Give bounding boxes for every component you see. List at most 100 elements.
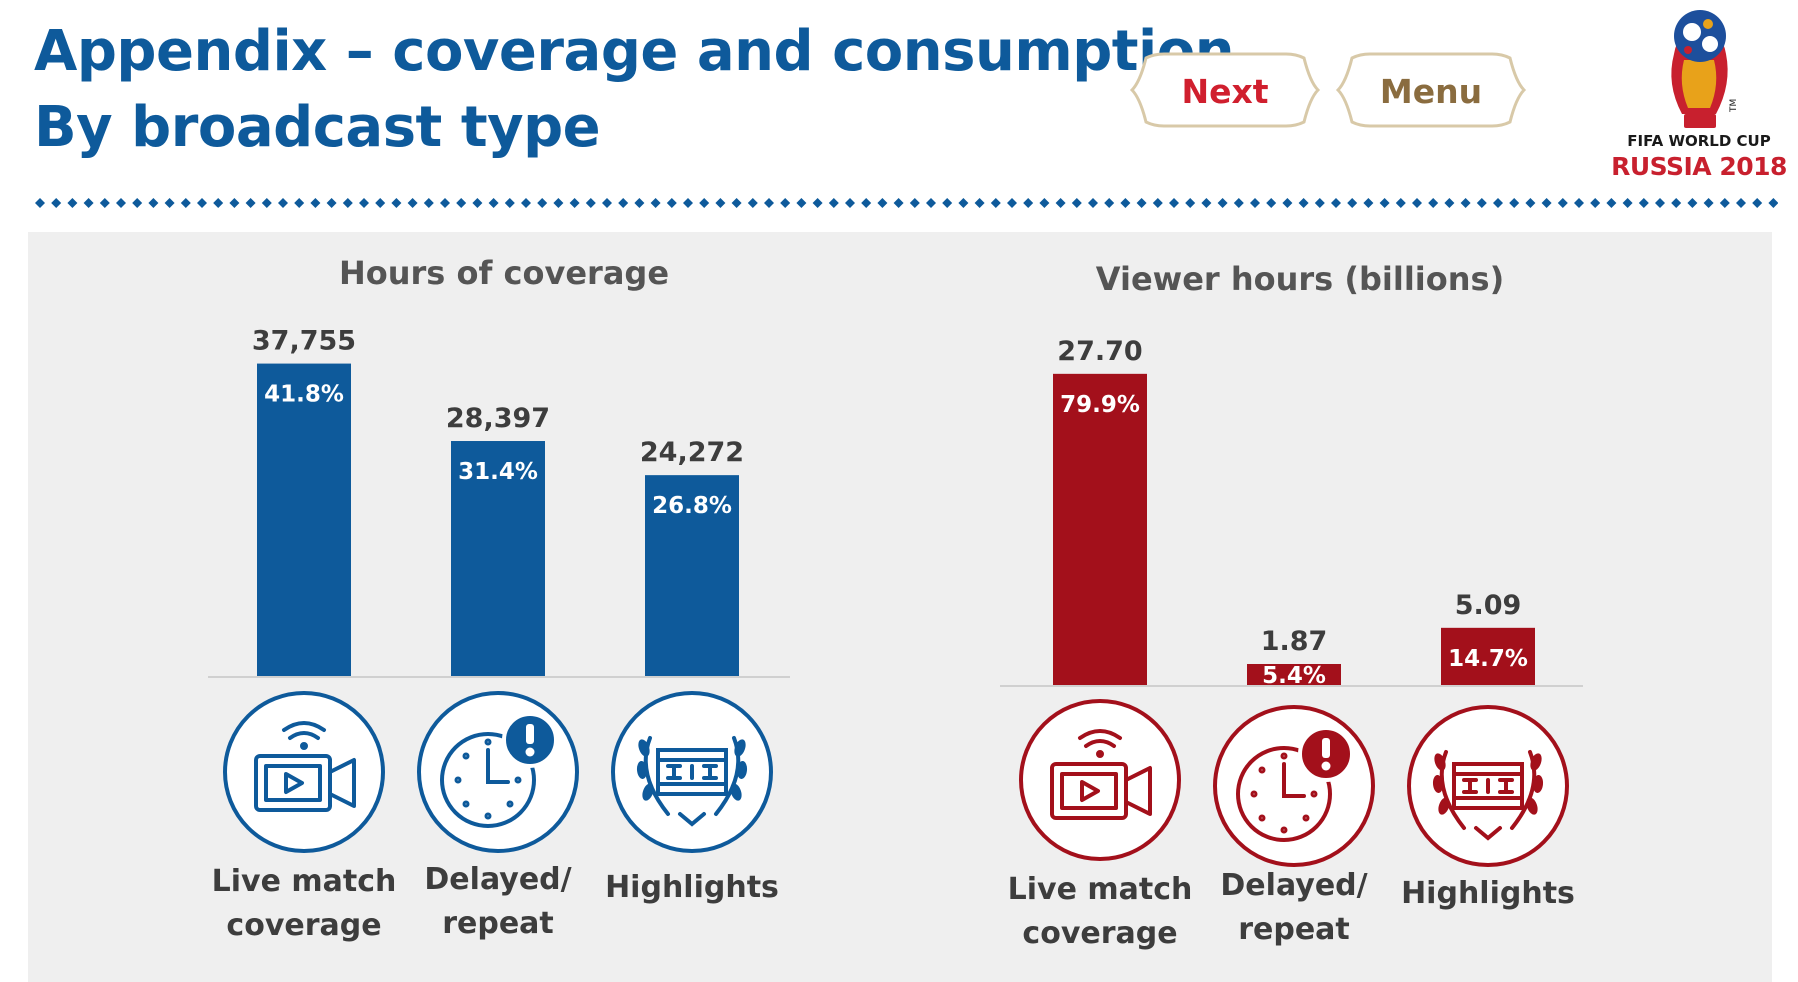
divider-diamond bbox=[1719, 198, 1730, 208]
divider-diamond bbox=[1525, 198, 1536, 208]
viewer-value-label: 5.09 bbox=[1455, 590, 1522, 621]
divider-diamond bbox=[1476, 198, 1487, 208]
divider-diamond bbox=[294, 198, 305, 208]
viewer-bar bbox=[1441, 627, 1535, 685]
logo-caption-top: FIFA WORLD CUP bbox=[1627, 132, 1771, 150]
divider-diamond bbox=[440, 198, 450, 208]
viewer-chart-title: Viewer hours (billions) bbox=[1096, 260, 1504, 298]
divider-diamond bbox=[845, 198, 855, 208]
divider-diamond bbox=[1574, 198, 1584, 208]
clock-alert-icon-red bbox=[1212, 704, 1376, 872]
divider-diamond bbox=[310, 198, 321, 208]
divider-diamond bbox=[553, 198, 564, 208]
divider-diamond bbox=[456, 198, 467, 208]
clock-alert-icon-red-svg bbox=[1213, 705, 1375, 867]
divider-diamond bbox=[132, 198, 143, 208]
divider-diamond bbox=[731, 198, 742, 208]
coverage-value-label: 28,397 bbox=[446, 403, 550, 434]
divider-diamond bbox=[1314, 198, 1325, 208]
category-label-line: Highlights bbox=[1401, 876, 1575, 911]
divider-diamond bbox=[1590, 198, 1601, 208]
chart-panel: Hours of coverage 37,755 41.8% 28,397 31.4% 2… bbox=[28, 232, 1772, 982]
category-label-line: Live match bbox=[1007, 872, 1193, 907]
clock-alert-icon bbox=[416, 690, 580, 858]
divider-diamond bbox=[958, 198, 969, 208]
divider-diamond bbox=[812, 198, 823, 208]
divider-diamond bbox=[245, 198, 256, 208]
divider-diamond bbox=[375, 198, 386, 208]
category-label-line: Highlights bbox=[605, 870, 779, 905]
divider-diamond bbox=[1638, 198, 1649, 208]
coverage-value-label: 37,755 bbox=[252, 326, 356, 357]
divider-diamond bbox=[1444, 198, 1455, 208]
divider-diamond bbox=[326, 198, 337, 208]
page-subtitle: By broadcast type bbox=[34, 95, 601, 160]
divider-diamond bbox=[1541, 198, 1552, 208]
divider-diamond bbox=[1379, 198, 1390, 208]
video-camera-icon-red bbox=[1018, 698, 1182, 866]
divider-diamond bbox=[683, 198, 693, 208]
divider-diamond bbox=[537, 198, 548, 208]
divider-diamond bbox=[1169, 198, 1179, 208]
divider-diamond bbox=[1250, 198, 1260, 208]
divider-diamond bbox=[861, 198, 872, 208]
divider-diamond bbox=[893, 198, 904, 208]
next-button-frame bbox=[1129, 52, 1321, 128]
bar-charts: Hours of coverage 37,755 41.8% 28,397 31.4% 2… bbox=[208, 254, 1583, 689]
viewer-share-label: 5.4% bbox=[1262, 663, 1326, 689]
divider-diamond bbox=[1363, 198, 1374, 208]
divider-diamond bbox=[1703, 198, 1714, 208]
divider-diamond bbox=[180, 198, 191, 208]
divider-diamond bbox=[764, 198, 774, 208]
next-button[interactable]: Next bbox=[1128, 52, 1322, 128]
viewer-category-live: Live match coverage bbox=[1000, 868, 1200, 956]
divider-diamond bbox=[926, 198, 936, 208]
divider-diamond bbox=[1768, 198, 1778, 208]
divider-diamond bbox=[1120, 198, 1131, 208]
divider-diamond bbox=[488, 198, 499, 208]
logo-trademark: TM bbox=[1729, 99, 1739, 113]
divider-diamond bbox=[877, 198, 888, 208]
divider-diamond bbox=[1412, 198, 1422, 208]
divider-diamond bbox=[1088, 198, 1098, 208]
divider-diamond bbox=[1298, 198, 1309, 208]
divider-diamond bbox=[1493, 198, 1503, 208]
category-label-line: repeat bbox=[1238, 912, 1350, 947]
coverage-category-highlights: Highlights bbox=[592, 866, 792, 910]
divider-diamond bbox=[472, 198, 483, 208]
film-laurel-icon bbox=[610, 690, 774, 858]
divider-diamond bbox=[391, 198, 402, 208]
divider-diamond bbox=[1687, 198, 1698, 208]
menu-button-label: Menu bbox=[1379, 72, 1483, 111]
divider-diamond bbox=[1266, 198, 1277, 208]
menu-button[interactable]: Menu bbox=[1334, 52, 1528, 128]
viewer-category-delayed: Delayed/ repeat bbox=[1194, 864, 1394, 952]
divider-diamond bbox=[1736, 198, 1746, 208]
film-laurel-icon-red bbox=[1406, 704, 1570, 872]
viewer-value-label: 1.87 bbox=[1261, 626, 1328, 657]
divider-diamond bbox=[1104, 198, 1115, 208]
divider-diamond bbox=[1282, 198, 1293, 208]
diamond-divider bbox=[35, 198, 1778, 208]
logo-caption-bottom: RUSSIA 2018 bbox=[1611, 152, 1787, 181]
coverage-bar bbox=[645, 475, 739, 676]
menu-button-frame bbox=[1335, 52, 1527, 128]
viewer-bar bbox=[1247, 663, 1341, 685]
divider-diamond bbox=[35, 198, 45, 208]
divider-diamond bbox=[1071, 198, 1082, 208]
divider-diamond bbox=[1007, 198, 1017, 208]
divider-diamond bbox=[909, 198, 920, 208]
divider-diamond bbox=[585, 198, 596, 208]
coverage-share-label: 31.4% bbox=[458, 459, 538, 485]
next-button-label: Next bbox=[1181, 72, 1269, 111]
divider-diamond bbox=[1606, 198, 1617, 208]
viewer-category-highlights: Highlights bbox=[1388, 872, 1588, 916]
divider-diamond bbox=[261, 198, 272, 208]
divider-diamond bbox=[99, 198, 110, 208]
divider-diamond bbox=[715, 198, 726, 208]
divider-diamond bbox=[342, 198, 353, 208]
divider-diamond bbox=[780, 198, 791, 208]
divider-diamond bbox=[67, 198, 78, 208]
divider-diamond bbox=[1023, 198, 1034, 208]
viewer-share-label: 14.7% bbox=[1448, 646, 1528, 672]
